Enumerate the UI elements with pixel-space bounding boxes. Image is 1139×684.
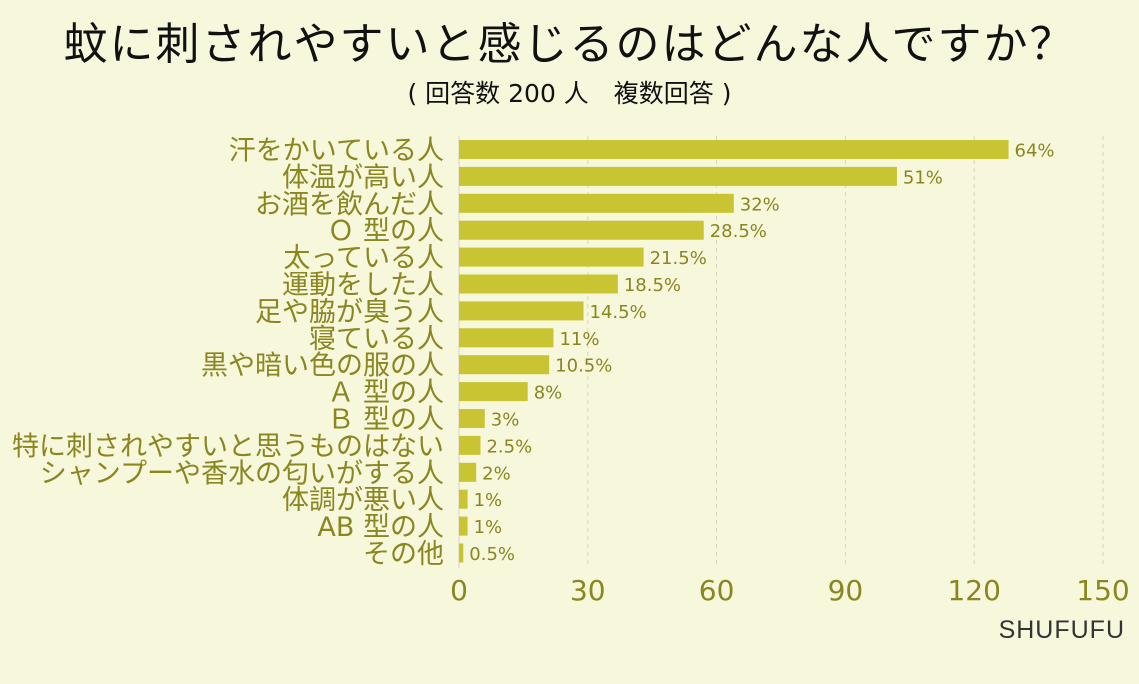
bar <box>459 462 477 482</box>
category-label: 黒や暗い色の服の人 <box>201 351 444 382</box>
bar <box>459 409 485 428</box>
bar <box>459 166 897 186</box>
x-tick-label: 90 <box>828 574 864 607</box>
bar <box>459 140 1009 159</box>
category-label: Ｏ 型の人 <box>327 216 444 247</box>
data-label: 64% <box>1015 141 1055 162</box>
x-tick-label: 30 <box>570 574 606 607</box>
category-label: 太っている人 <box>283 243 444 274</box>
data-label: 8% <box>534 383 563 404</box>
x-tick-label: 120 <box>947 574 1000 607</box>
bar <box>459 220 704 240</box>
data-label: 3% <box>491 410 520 431</box>
category-label: シャンプーや香水の匂いがする人 <box>40 458 444 489</box>
category-label: 汗をかいている人 <box>229 136 444 167</box>
bar <box>459 382 528 402</box>
bar <box>459 328 554 348</box>
bar <box>459 355 550 375</box>
chart-subtitle: ( 回答数 200 人 複数回答 ) <box>407 79 732 108</box>
bars <box>459 140 1009 563</box>
x-tick-label: 150 <box>1076 574 1129 607</box>
data-label: 21.5% <box>650 248 707 269</box>
data-label: 0.5% <box>469 544 515 565</box>
data-label: 18.5% <box>624 275 681 296</box>
category-label: 体温が高い人 <box>282 162 444 193</box>
data-label: 51% <box>903 167 943 188</box>
bar <box>459 193 734 213</box>
chart-title: 蚊に刺されやすいと感じるのはどんな人ですか？ <box>63 19 1076 70</box>
bar <box>459 435 481 455</box>
category-label: その他 <box>363 539 444 570</box>
data-label: 32% <box>740 194 780 215</box>
bar <box>459 516 468 536</box>
data-label: 2.5% <box>486 436 532 457</box>
data-label: 1% <box>474 517 503 538</box>
data-label: 28.5% <box>710 221 767 242</box>
category-label: AB 型の人 <box>317 512 444 543</box>
category-label: 足や脇が臭う人 <box>255 297 444 328</box>
x-tick-label: 60 <box>699 574 735 607</box>
category-label: Ａ 型の人 <box>327 378 444 409</box>
data-label: 11% <box>559 329 599 350</box>
category-label: 寝ている人 <box>309 324 444 355</box>
data-labels: 64% 51% 32% 28.5%21.5% 18.5% 14.5% 11% 10.5% 8% 3… <box>469 141 1054 566</box>
brand-logo: SHUFUFU <box>998 616 1125 644</box>
category-label: 体調が悪い人 <box>282 485 444 516</box>
category-label: お酒を飲んだ人 <box>255 189 444 220</box>
bar <box>459 247 644 267</box>
bar <box>459 274 618 294</box>
data-label: 1% <box>474 490 503 511</box>
x-axis-ticks: 0 30 60 90 120 150 <box>450 574 1130 607</box>
category-label: 特に刺されやすいと思うものはない <box>12 431 444 462</box>
x-tick-label: 0 <box>450 574 468 607</box>
data-label: 14.5% <box>590 302 647 323</box>
category-label: 運動をした人 <box>282 270 444 301</box>
bar <box>459 489 468 509</box>
bar <box>459 543 464 563</box>
data-label: 2% <box>482 463 511 484</box>
category-label: Ｂ 型の人 <box>327 405 444 436</box>
data-label: 10.5% <box>555 356 612 377</box>
bar <box>459 301 584 321</box>
